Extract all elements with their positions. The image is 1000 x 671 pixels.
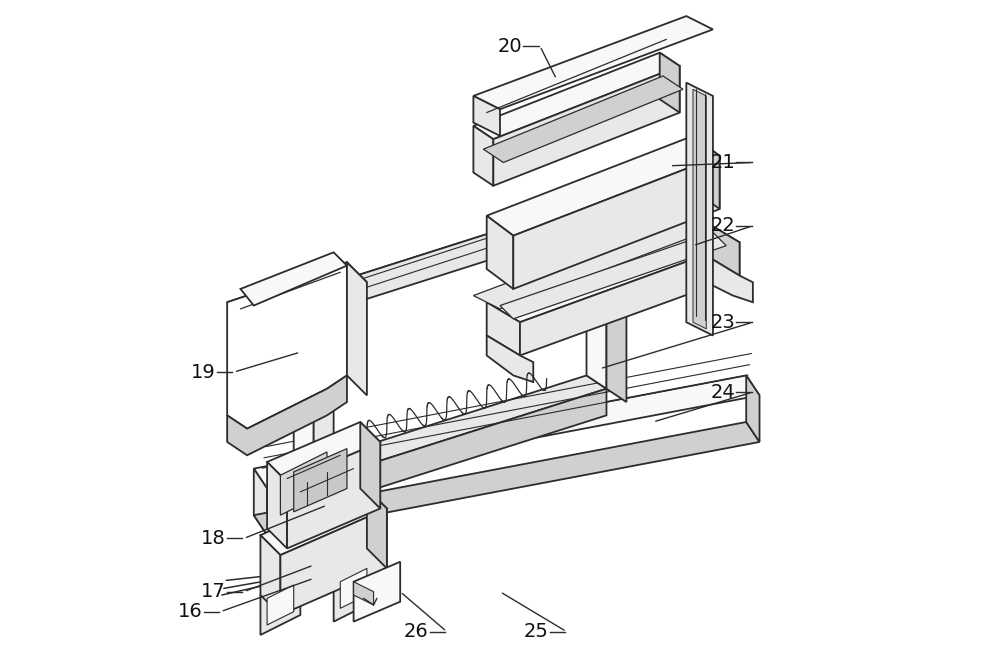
Polygon shape	[267, 462, 287, 548]
Polygon shape	[284, 309, 314, 327]
Polygon shape	[367, 488, 387, 568]
Polygon shape	[254, 468, 267, 535]
Text: 18: 18	[201, 529, 226, 548]
Text: 21: 21	[710, 153, 735, 172]
Polygon shape	[260, 535, 280, 615]
Polygon shape	[240, 252, 347, 305]
Polygon shape	[334, 558, 374, 621]
Text: 26: 26	[404, 622, 429, 641]
Polygon shape	[294, 203, 606, 309]
Polygon shape	[686, 83, 713, 336]
Polygon shape	[693, 136, 720, 209]
Polygon shape	[354, 582, 374, 605]
Polygon shape	[473, 53, 680, 139]
Polygon shape	[294, 376, 606, 482]
Polygon shape	[483, 76, 683, 162]
Polygon shape	[294, 468, 314, 509]
Polygon shape	[294, 203, 587, 322]
Polygon shape	[227, 262, 347, 429]
Polygon shape	[473, 126, 493, 186]
Polygon shape	[254, 422, 760, 535]
Text: 25: 25	[524, 622, 549, 641]
Polygon shape	[487, 136, 720, 236]
Polygon shape	[314, 389, 606, 509]
Polygon shape	[314, 309, 334, 488]
Text: 16: 16	[178, 602, 203, 621]
Polygon shape	[487, 336, 533, 382]
Polygon shape	[260, 488, 387, 555]
Polygon shape	[473, 16, 713, 109]
Polygon shape	[606, 215, 626, 402]
Polygon shape	[487, 302, 520, 356]
Polygon shape	[354, 562, 400, 621]
Polygon shape	[660, 53, 680, 113]
Polygon shape	[227, 376, 347, 456]
Polygon shape	[487, 222, 740, 322]
Polygon shape	[267, 585, 294, 625]
Polygon shape	[347, 262, 367, 395]
Polygon shape	[340, 568, 367, 609]
Polygon shape	[473, 215, 713, 309]
Polygon shape	[587, 215, 616, 234]
Polygon shape	[267, 422, 380, 482]
Text: 23: 23	[710, 313, 735, 331]
Polygon shape	[706, 222, 740, 276]
Text: 22: 22	[710, 216, 735, 236]
Polygon shape	[587, 203, 606, 389]
Polygon shape	[487, 215, 513, 289]
Polygon shape	[520, 242, 740, 356]
Polygon shape	[227, 262, 367, 322]
Polygon shape	[706, 256, 753, 302]
Polygon shape	[746, 376, 760, 442]
Polygon shape	[360, 422, 380, 509]
Text: 20: 20	[497, 36, 522, 56]
Text: 17: 17	[201, 582, 226, 601]
Polygon shape	[473, 96, 500, 136]
Polygon shape	[693, 89, 706, 329]
Polygon shape	[294, 449, 347, 512]
Polygon shape	[294, 295, 314, 482]
Text: 24: 24	[710, 382, 735, 401]
Text: 19: 19	[191, 362, 216, 382]
Polygon shape	[500, 232, 726, 319]
Polygon shape	[493, 66, 680, 186]
Polygon shape	[287, 442, 380, 548]
Polygon shape	[280, 452, 327, 515]
Polygon shape	[513, 156, 720, 289]
Polygon shape	[254, 376, 760, 488]
Polygon shape	[260, 575, 300, 635]
Polygon shape	[280, 509, 387, 615]
